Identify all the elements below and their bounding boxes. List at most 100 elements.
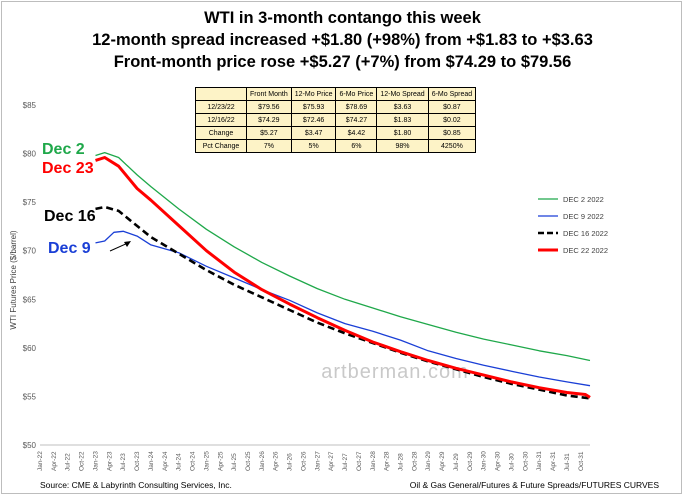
table-row: 12/16/22 $74.29 $72.46 $74.27 $1.83 $0.02 [195, 113, 477, 127]
x-tick-label: Oct-28 [411, 451, 418, 471]
table-cell: 6% [335, 139, 378, 153]
y-tick-label: $80 [23, 150, 37, 159]
series-line-dec22 [95, 156, 591, 399]
x-tick-label: Jan-29 [425, 451, 432, 471]
x-tick-label: Apr-30 [495, 451, 502, 471]
x-tick-label: Jul-28 [398, 453, 405, 471]
y-tick-label: $70 [23, 247, 37, 256]
table-cell: $1.80 [376, 126, 429, 140]
curve-label-dec2: Dec 2 [42, 141, 85, 158]
y-tick-label: $65 [23, 295, 37, 304]
curve-label-dec16: Dec 16 [44, 208, 96, 225]
legend-label-dec22: DEC 22 2022 [563, 246, 608, 255]
series-line-dec9 [95, 230, 591, 387]
table-cell: $75.93 [290, 100, 337, 114]
pointer-arrow-line [109, 242, 129, 252]
table-header-cell: 12-Mo Price [290, 87, 337, 101]
x-tick-label: Oct-22 [79, 451, 86, 471]
table-header-cell: Front Month [246, 87, 292, 101]
y-tick-label: $75 [23, 198, 37, 207]
table-row: Pct Change 7% 5% 6% 98% 4250% [195, 139, 477, 153]
table-cell: $0.87 [427, 100, 477, 114]
table-cell: Pct Change [195, 139, 247, 153]
table-cell: $0.02 [427, 113, 477, 127]
series-line-dec2 [95, 151, 591, 362]
table-cell: 7% [246, 139, 292, 153]
table-cell: Change [195, 126, 247, 140]
x-tick-label: Oct-23 [134, 451, 141, 471]
x-tick-label: Apr-23 [106, 451, 113, 471]
table-cell: $74.29 [246, 113, 292, 127]
y-tick-label: $55 [23, 392, 37, 401]
table-cell: $0.85 [427, 126, 477, 140]
x-tick-label: Jan-26 [259, 451, 266, 471]
table-cell: $5.27 [246, 126, 292, 140]
x-tick-label: Jan-22 [37, 451, 44, 471]
table-cell: $78.69 [335, 100, 378, 114]
x-tick-label: Oct-30 [522, 451, 529, 471]
x-tick-label: Jan-28 [370, 451, 377, 471]
spread-summary-table: Front Month 12-Mo Price 6-Mo Price 12-Mo Sp… [195, 87, 477, 153]
table-header-cell: 12-Mo Spread [376, 87, 429, 101]
table-cell: $3.47 [290, 126, 337, 140]
x-tick-label: Jul-26 [287, 453, 294, 471]
x-tick-label: Oct-29 [467, 451, 474, 471]
y-tick-label: $60 [23, 344, 37, 353]
x-tick-label: Oct-26 [300, 451, 307, 471]
y-tick-label: $85 [23, 101, 37, 110]
x-tick-label: Apr-31 [550, 451, 557, 471]
x-tick-label: Apr-29 [439, 451, 446, 471]
x-tick-label: Oct-24 [190, 451, 197, 471]
table-header-row: Front Month 12-Mo Price 6-Mo Price 12-Mo Sp… [195, 87, 477, 101]
x-tick-label: Jul-23 [120, 453, 127, 471]
legend-label-dec9: DEC 9 2022 [563, 212, 604, 221]
table-cell: $74.27 [335, 113, 378, 127]
x-tick-label: Jul-25 [231, 453, 238, 471]
x-tick-label: Jul-31 [564, 453, 571, 471]
table-row: 12/23/22 $79.56 $75.93 $78.69 $3.63 $0.87 [195, 100, 477, 114]
x-tick-label: Jan-31 [536, 451, 543, 471]
y-axis-title: WTI Futures Price ($/barrel) [9, 230, 18, 329]
x-tick-label: Jan-25 [203, 451, 210, 471]
chart-title: WTI in 3-month contango this week [204, 9, 481, 27]
table-header-cell [195, 87, 247, 101]
x-tick-label: Jul-22 [65, 453, 72, 471]
source-credit: Source: CME & Labyrinth Consulting Servi… [40, 480, 232, 490]
data-path-note: Oil & Gas General/Futures & Future Sprea… [409, 480, 659, 490]
legend-label-dec2: DEC 2 2022 [563, 195, 604, 204]
x-tick-label: Jan-30 [481, 451, 488, 471]
x-tick-label: Jul-24 [176, 453, 183, 471]
x-tick-label: Jul-30 [508, 453, 515, 471]
x-tick-label: Jul-27 [342, 453, 349, 471]
curve-label-dec23: Dec 23 [42, 160, 94, 177]
table-cell: $72.46 [290, 113, 337, 127]
table-header-cell: 6-Mo Price [335, 87, 378, 101]
table-cell: 4250% [427, 139, 477, 153]
x-tick-label: Apr-28 [384, 451, 391, 471]
x-tick-label: Apr-26 [273, 451, 280, 471]
x-tick-label: Oct-27 [356, 451, 363, 471]
x-tick-label: Jul-29 [453, 453, 460, 471]
x-tick-label: Apr-22 [51, 451, 58, 471]
pointer-arrow-head [124, 241, 131, 247]
table-cell: $1.83 [376, 113, 429, 127]
x-tick-label: Jan-23 [92, 451, 99, 471]
chart-subtitle-price: Front-month price rose +$5.27 (+7%) from… [113, 53, 572, 71]
table-header-cell: 6-Mo Spread [427, 87, 477, 101]
watermark-text: artberman.com [321, 361, 469, 383]
curve-label-dec9: Dec 9 [48, 240, 91, 257]
table-cell: 98% [376, 139, 429, 153]
x-tick-label: Oct-25 [245, 451, 252, 471]
series-line-dec16 [95, 205, 591, 400]
x-tick-label: Apr-25 [217, 451, 224, 471]
legend-label-dec16: DEC 16 2022 [563, 229, 608, 238]
y-tick-label: $50 [23, 441, 37, 450]
table-cell: $4.42 [335, 126, 378, 140]
table-cell: 12/16/22 [195, 113, 247, 127]
x-tick-label: Apr-24 [162, 451, 169, 471]
chart-subtitle-spread: 12-month spread increased +$1.80 (+98%) … [92, 31, 593, 49]
table-cell: 12/23/22 [195, 100, 247, 114]
x-tick-label: Oct-31 [578, 451, 585, 471]
